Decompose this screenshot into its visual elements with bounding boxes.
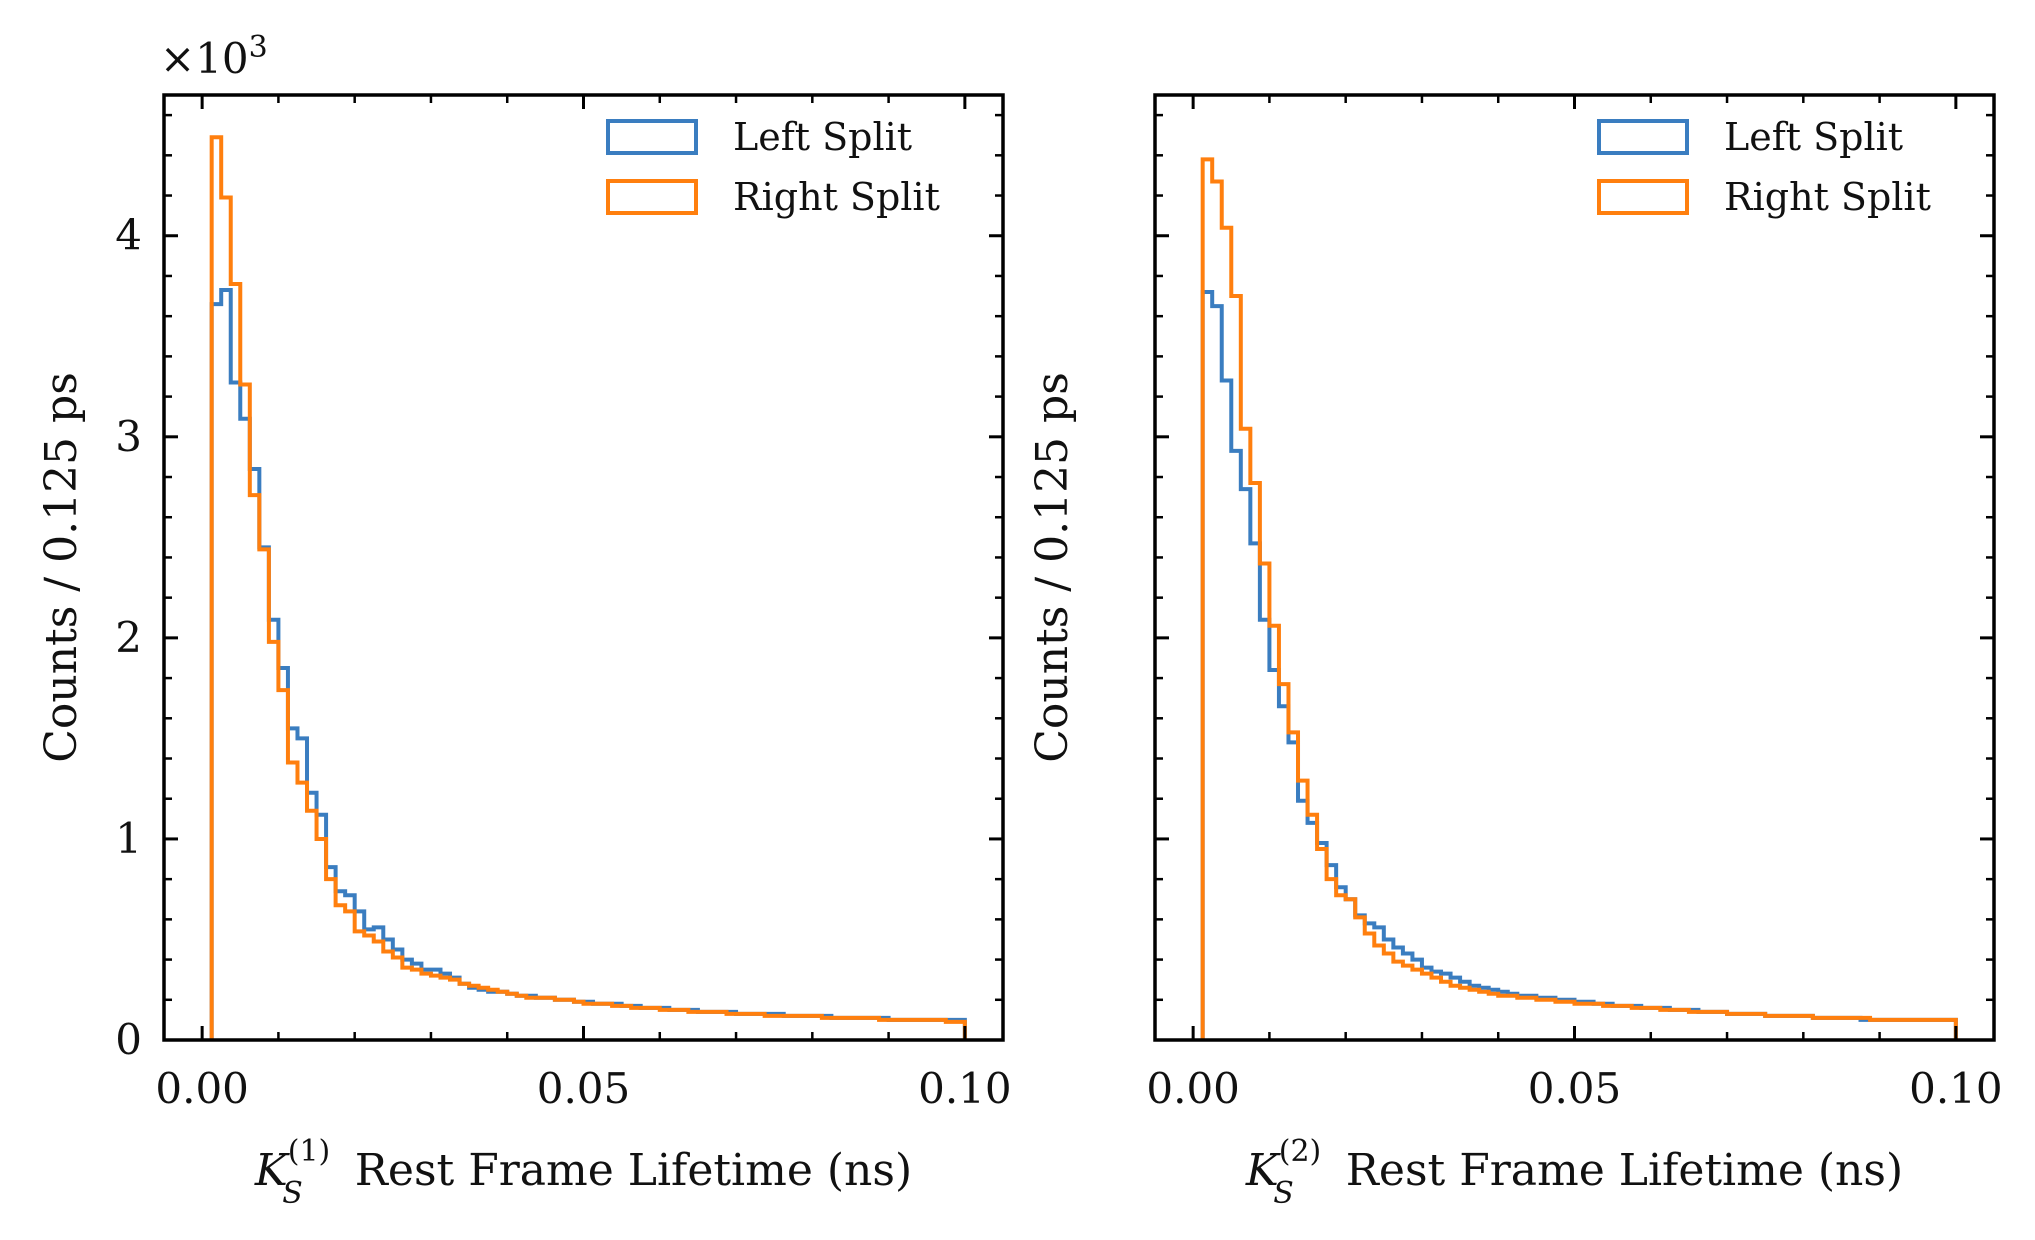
series-right-split-step: [209, 135, 967, 1040]
y-multiplier-label: ×103: [160, 30, 268, 83]
x-tick-label: 0.10: [918, 1064, 1012, 1113]
x-tick-label: 0.05: [537, 1064, 631, 1113]
y-tick-label: 1: [115, 814, 142, 863]
x-tick-label: 0.00: [155, 1064, 249, 1113]
legend-label-left-split: Left Split: [733, 115, 912, 159]
y-tick-label: 4: [115, 211, 142, 260]
x-axis-label: K(1) S Rest Frame Lifetime (ns): [254, 1134, 912, 1211]
left-panel: 0.00 0.05 0.10 0 1 2 3 4 ×103 Counts / 0.125 ps K(…: [36, 30, 1012, 1211]
x-tick-label: 0.00: [1146, 1064, 1240, 1113]
legend-swatch-right-split: [606, 179, 698, 215]
x-tick-label: 0.05: [1528, 1064, 1622, 1113]
axes-frame: [162, 93, 1005, 1042]
legend-label-left-split: Left Split: [1724, 115, 1903, 159]
series-left-split-step: [1200, 290, 1958, 1040]
y-axis-label: Counts / 0.125 ps: [36, 372, 87, 763]
legend-swatch-left-split: [1597, 119, 1689, 155]
x-axis-label: K(2) S Rest Frame Lifetime (ns): [1245, 1134, 1903, 1211]
y-axis-label: Counts / 0.125 ps: [1027, 372, 1078, 763]
y-tick-label: 2: [115, 613, 142, 662]
axes-frame: [1153, 93, 1996, 1042]
y-tick-label: 3: [115, 412, 142, 461]
legend-swatch-left-split: [606, 119, 698, 155]
y-tick-label: 0: [115, 1015, 142, 1064]
legend-label-right-split: Right Split: [1724, 175, 1931, 219]
legend-swatch-right-split: [1597, 179, 1689, 215]
right-panel: 0.00 0.05 0.10 Counts / 0.125 ps K(2) S Rest …: [1027, 93, 2003, 1211]
legend-label-right-split: Right Split: [733, 175, 940, 219]
x-tick-label: 0.10: [1909, 1064, 2003, 1113]
series-right-split-step: [1200, 157, 1958, 1040]
series-left-split-step: [209, 288, 967, 1040]
